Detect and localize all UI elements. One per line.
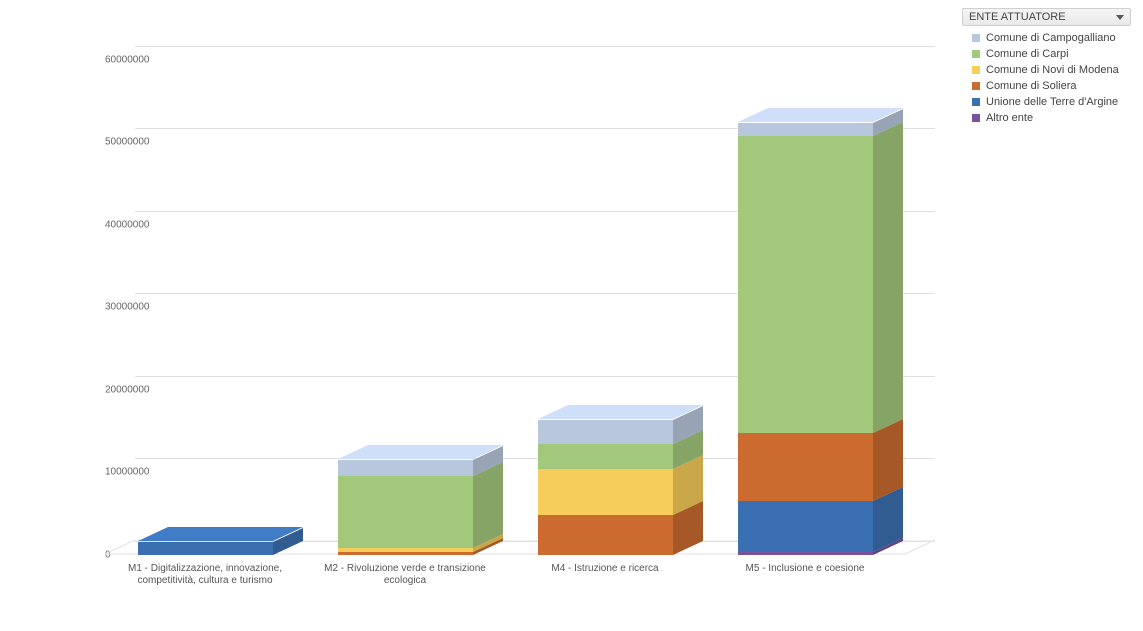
bar-segment: [538, 444, 673, 470]
legend-label: Comune di Soliera: [986, 80, 1077, 92]
legend-item[interactable]: Comune di Campogalliano: [972, 32, 1119, 44]
bar-segment: [538, 469, 673, 515]
x-axis-label: M2 - Rivoluzione verde e transizione eco…: [313, 563, 498, 587]
legend-item[interactable]: Comune di Soliera: [972, 80, 1119, 92]
bar-segment: [738, 433, 873, 502]
bar: [738, 35, 873, 555]
legend-swatch: [972, 98, 980, 106]
legend-swatch: [972, 34, 980, 42]
legend-label: Altro ente: [986, 112, 1033, 124]
legend-swatch: [972, 50, 980, 58]
plot-area: 0100000002000000030000000400000005000000…: [105, 35, 935, 555]
legend-title-text: ENTE ATTUATORE: [969, 11, 1066, 23]
bar-segment: [338, 548, 473, 551]
chevron-down-icon: [1116, 15, 1124, 20]
legend-title-dropdown[interactable]: ENTE ATTUATORE: [962, 8, 1131, 26]
chart-container: ENTE ATTUATORE Comune di CampogallianoCo…: [0, 0, 1143, 631]
bar-segment-side: [873, 122, 903, 433]
legend-label: Comune di Carpi: [986, 48, 1069, 60]
legend-item[interactable]: Unione delle Terre d'Argine: [972, 96, 1119, 108]
legend-label: Unione delle Terre d'Argine: [986, 96, 1118, 108]
x-axis-label: M1 - Digitalizzazione, innovazione, comp…: [113, 563, 298, 587]
legend-label: Comune di Campogalliano: [986, 32, 1116, 44]
bar-segment: [738, 552, 873, 555]
bar-segment-side: [873, 419, 903, 501]
legend-item[interactable]: Comune di Novi di Modena: [972, 64, 1119, 76]
legend-item[interactable]: Comune di Carpi: [972, 48, 1119, 60]
bar: [138, 35, 273, 555]
bar: [538, 35, 673, 555]
bar: [338, 35, 473, 555]
x-axis-label: M4 - Istruzione e ricerca: [513, 563, 698, 575]
bar-top-cap: [738, 108, 905, 140]
bar-top-cap: [138, 527, 305, 559]
bar-top-cap: [338, 445, 505, 477]
bar-segment: [738, 501, 873, 551]
bar-segment: [338, 552, 473, 555]
legend-swatch: [972, 114, 980, 122]
bar-segment: [538, 515, 673, 555]
legend-swatch: [972, 82, 980, 90]
bar-top-cap: [538, 405, 705, 437]
legend-label: Comune di Novi di Modena: [986, 64, 1119, 76]
legend-item[interactable]: Altro ente: [972, 112, 1119, 124]
x-axis-label: M5 - Inclusione e coesione: [713, 563, 898, 575]
legend: Comune di Campogalliano Comune di Carpi Co…: [972, 32, 1119, 128]
bar-segment: [738, 136, 873, 433]
legend-swatch: [972, 66, 980, 74]
bar-segment: [338, 476, 473, 549]
